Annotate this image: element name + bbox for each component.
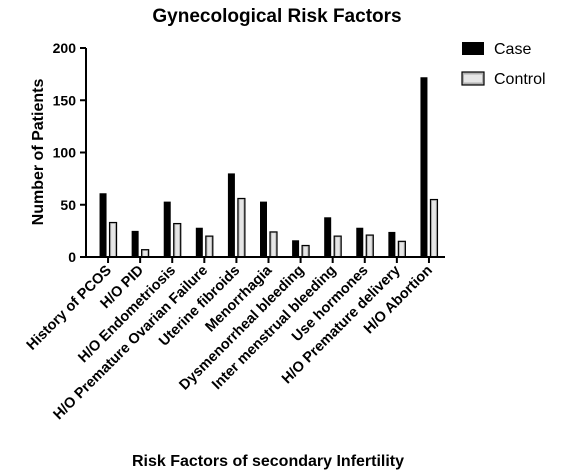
chart-title: Gynecological Risk Factors: [152, 6, 401, 27]
bar-control-highlight: [239, 199, 244, 257]
bar-case-10: [388, 231, 396, 257]
y-tick-label: 150: [53, 92, 77, 108]
bar-case-1: [99, 193, 107, 257]
y-tick-label: 100: [53, 145, 77, 161]
bar-case-2: [131, 230, 139, 257]
bar-case-3: [163, 201, 171, 257]
bar-case-9: [356, 227, 364, 257]
bar-case-4: [195, 227, 203, 257]
bar-case-7: [292, 240, 300, 257]
legend-swatch-case: [462, 42, 484, 55]
bar-case-8: [324, 217, 332, 257]
legend-swatch-highlight: [464, 74, 482, 83]
bar-case-11: [420, 77, 428, 257]
bar-control-highlight: [175, 224, 180, 257]
y-axis-title: Number of Patients: [30, 79, 47, 226]
bar-control-highlight: [399, 242, 404, 257]
bar-case-6: [260, 201, 267, 257]
bar-case-5: [227, 173, 235, 257]
y-tick-label: 50: [60, 197, 76, 213]
bar-control-highlight: [303, 246, 308, 257]
legend-label-control: Control: [494, 71, 546, 88]
bar-control-highlight: [207, 237, 212, 257]
legend-label-case: Case: [494, 41, 531, 58]
bar-control-highlight: [367, 236, 372, 257]
bar-control-highlight: [271, 233, 276, 257]
bar-control-highlight: [335, 237, 340, 257]
bar-control-highlight: [111, 223, 115, 257]
y-tick-label: 200: [53, 40, 77, 56]
legend: Case Control: [461, 41, 546, 88]
x-axis-title: Risk Factors of secondary Infertility: [132, 453, 404, 470]
bar-control-highlight: [432, 200, 436, 257]
bar-control-highlight: [143, 250, 148, 257]
y-tick-label: 0: [68, 249, 76, 265]
